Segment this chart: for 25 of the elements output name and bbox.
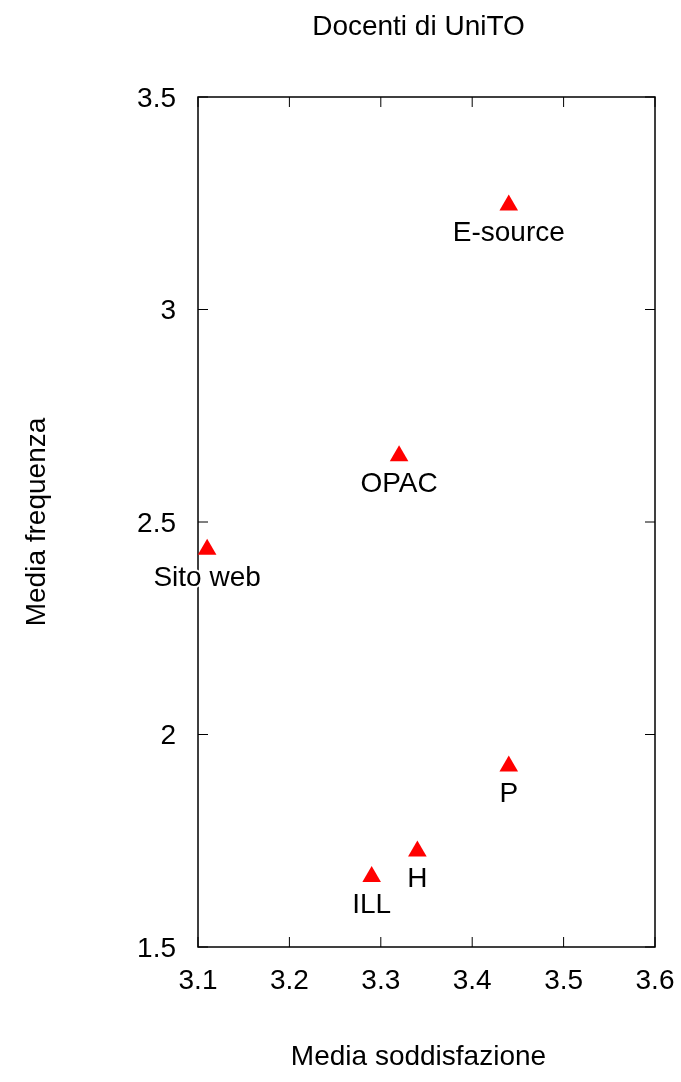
annotation: H bbox=[407, 862, 428, 894]
y-tick-label: 1.5 bbox=[137, 931, 176, 963]
y-tick-label: 3 bbox=[160, 294, 176, 326]
y-tick-label: 2 bbox=[160, 719, 176, 751]
chart-title: Docenti di UniTO bbox=[312, 10, 525, 41]
point bbox=[362, 866, 381, 883]
point bbox=[197, 538, 217, 555]
x-tick-label: 3.1 bbox=[178, 964, 218, 995]
x-tick-label: 3.4 bbox=[452, 964, 492, 995]
annotation: P bbox=[499, 777, 519, 809]
point bbox=[499, 194, 519, 211]
x-axis-title: Media soddisfazione bbox=[290, 1040, 547, 1071]
point bbox=[499, 755, 519, 772]
y-axis-title: Media frequenza bbox=[20, 417, 51, 627]
annotation: ILL bbox=[352, 887, 392, 919]
point bbox=[408, 840, 427, 857]
point bbox=[389, 445, 409, 462]
x-tick-label: 3.6 bbox=[635, 964, 675, 995]
x-tick-label: 3.3 bbox=[361, 964, 401, 995]
y-tick-label: 2.5 bbox=[137, 506, 176, 538]
annotation: OPAC bbox=[360, 467, 438, 498]
annotation: E-source bbox=[452, 216, 565, 248]
x-tick-label: 3.2 bbox=[269, 964, 309, 995]
x-tick-label: 3.5 bbox=[544, 964, 584, 995]
y-tick-label: 3.5 bbox=[137, 81, 176, 113]
